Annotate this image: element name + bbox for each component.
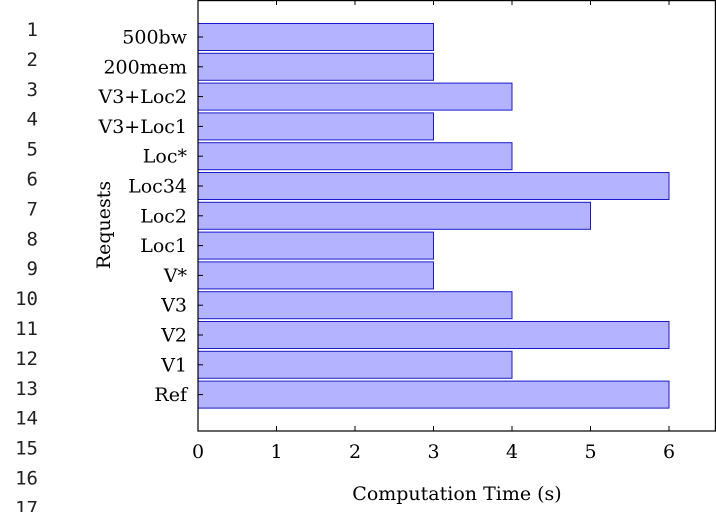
line-number: 11 <box>15 318 38 340</box>
bar-v2 <box>197 321 670 349</box>
bar-loc1 <box>197 231 434 260</box>
category-label: V3+Loc1 <box>97 116 187 138</box>
bar-loc34 <box>197 172 670 200</box>
line-number: 2 <box>27 49 38 71</box>
bar-v3-loc1 <box>197 112 434 141</box>
x-tick-label: 2 <box>349 441 361 463</box>
line-number: 15 <box>15 438 38 460</box>
x-tick-label: 6 <box>663 441 675 463</box>
category-label: V3 <box>160 295 187 317</box>
line-number: 14 <box>15 408 38 430</box>
line-number: 8 <box>27 228 38 250</box>
category-label: Ref <box>154 384 189 406</box>
line-number: 7 <box>27 198 38 220</box>
bar-ref <box>197 380 670 409</box>
bars <box>197 23 670 409</box>
line-number: 5 <box>27 139 38 161</box>
category-label: 200mem <box>103 56 187 78</box>
line-number: 16 <box>15 468 38 490</box>
category-label: Loc* <box>143 146 188 168</box>
line-number: 10 <box>15 288 38 310</box>
line-number: 9 <box>27 258 38 280</box>
x-tick-label: 4 <box>506 441 518 463</box>
x-tick-label: 0 <box>192 441 204 463</box>
line-number: 13 <box>15 378 38 400</box>
plot-frame <box>197 0 716 432</box>
bar-200mem <box>197 52 434 81</box>
category-label: V1 <box>160 354 187 376</box>
bar-loc- <box>197 142 513 171</box>
x-axis-title: Computation Time (s) <box>352 483 561 505</box>
line-number: 12 <box>15 348 38 370</box>
category-label: V* <box>163 265 188 287</box>
category-label: Loc34 <box>128 176 187 198</box>
bar-v- <box>197 261 434 290</box>
category-label: 500bw <box>122 27 187 49</box>
line-number: 1 <box>27 19 38 41</box>
bar-loc2 <box>197 201 591 230</box>
bar-v3 <box>197 291 513 320</box>
category-label: V2 <box>160 325 187 347</box>
category-label: V3+Loc2 <box>97 86 187 108</box>
line-number: 3 <box>27 79 38 101</box>
x-tick-label: 3 <box>427 441 439 463</box>
bar-v3-loc2 <box>197 82 513 111</box>
x-tick-label: 1 <box>270 441 282 463</box>
category-labels: 500bw 200mem V3+Loc2 V3+Loc1 Loc* Loc34 Loc2 Lo… <box>97 27 188 407</box>
line-number: 6 <box>27 169 38 191</box>
x-tick-label: 5 <box>584 441 596 463</box>
category-label: Loc2 <box>140 205 187 227</box>
y-axis-title: Requests <box>93 181 115 269</box>
bar-500bw <box>197 23 434 51</box>
category-label: Loc1 <box>140 235 187 257</box>
line-number: 17 <box>15 497 38 512</box>
bar-v1 <box>197 350 513 379</box>
x-axis-ticks: 0 1 2 3 4 5 6 <box>192 0 675 463</box>
line-number: 4 <box>27 109 38 131</box>
